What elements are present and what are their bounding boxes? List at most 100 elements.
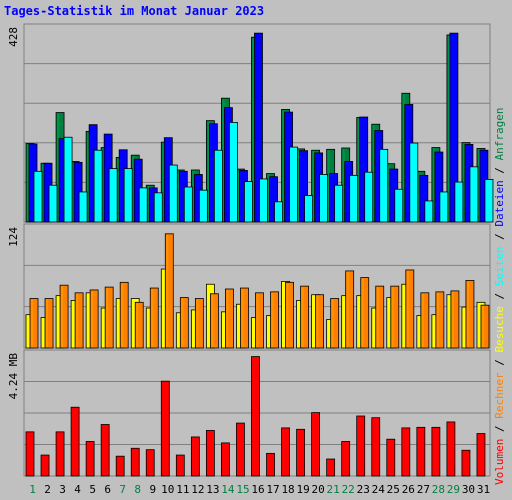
day-label-7: 7 [119, 483, 126, 496]
bar-highlight [376, 287, 379, 347]
bar-highlight [255, 34, 258, 222]
bar-rechner-day-23 [360, 277, 370, 349]
bar-highlight [165, 138, 168, 221]
legend-item: / [493, 353, 506, 373]
bar-highlight [215, 151, 218, 221]
bar-highlight [380, 150, 383, 221]
bar-rechner-day-27 [420, 292, 430, 349]
bar-rechner-day-26 [405, 269, 415, 349]
bar-highlight [372, 309, 375, 347]
bar-highlight [192, 170, 195, 221]
bar-highlight [192, 310, 195, 347]
bar-highlight [95, 151, 98, 221]
chart-title: Tages-Statistik im Monat Januar 2023 [4, 4, 264, 18]
bar-volumen-day-6 [100, 424, 110, 477]
bar-highlight [102, 309, 105, 347]
bar-highlight [312, 151, 315, 221]
bar-highlight [260, 179, 263, 221]
bar-highlight [327, 150, 330, 221]
bar-seiten-day-17 [274, 201, 283, 223]
bar-highlight [477, 434, 480, 475]
bar-highlight [372, 418, 375, 475]
bar-highlight [46, 299, 49, 347]
day-label-3: 3 [59, 483, 66, 496]
bar-rechner-day-12 [194, 298, 204, 349]
bar-rechner-day-5 [89, 289, 99, 349]
bar-rechner-day-15 [240, 287, 249, 349]
bar-highlight [61, 286, 64, 347]
bar-highlight [132, 449, 135, 475]
bar-highlight [177, 170, 180, 221]
day-label-1: 1 [29, 483, 36, 496]
bar-highlight [106, 288, 109, 347]
bar-volumen-day-9 [145, 449, 155, 477]
day-label-4: 4 [74, 483, 81, 496]
day-label-29: 29 [447, 483, 460, 496]
bar-highlight [447, 295, 450, 347]
bar-volumen-day-16 [251, 356, 260, 477]
bar-volumen-day-22 [341, 441, 351, 477]
bar-highlight [282, 282, 285, 347]
bar-highlight [147, 186, 150, 221]
bar-highlight [252, 357, 255, 475]
bar-seiten-day-9 [153, 192, 163, 223]
visits-panel: 124 [7, 223, 491, 349]
day-label-13: 13 [206, 483, 219, 496]
bar-seiten-day-14 [229, 122, 238, 223]
legend-item: Dateien [493, 180, 506, 226]
bar-seiten-day-15 [244, 181, 253, 223]
bar-rechner-day-19 [300, 285, 309, 349]
bar-highlight [155, 193, 158, 221]
bar-rechner-day-6 [104, 286, 114, 349]
bar-highlight [375, 131, 378, 221]
bar-highlight [252, 318, 255, 347]
bar-highlight [60, 139, 63, 221]
legend-item: Rechner [493, 372, 506, 419]
bar-rechner-day-25 [390, 285, 400, 349]
bar-volumen-day-3 [55, 431, 65, 477]
bar-highlight [417, 172, 420, 221]
bar-seiten-day-22 [349, 174, 359, 223]
bar-rechner-day-11 [179, 297, 189, 349]
bar-highlight [120, 150, 123, 221]
bar-highlight [87, 442, 90, 475]
bar-rechner-day-8 [134, 301, 144, 349]
bar-rechner-day-24 [375, 285, 385, 349]
bar-highlight [390, 170, 393, 221]
bar-dateien-day-28 [434, 151, 444, 223]
bar-highlight [35, 172, 37, 221]
bar-highlight [320, 175, 323, 221]
bar-seiten-day-10 [168, 164, 178, 223]
bar-highlight [372, 125, 375, 221]
bar-highlight [450, 34, 453, 222]
bar-seiten-day-13 [213, 149, 223, 223]
day-label-12: 12 [191, 483, 204, 496]
bar-highlight [50, 186, 53, 221]
day-label-2: 2 [44, 483, 51, 496]
day-label-15: 15 [236, 483, 249, 496]
day-label-30: 30 [462, 483, 475, 496]
bar-highlight [267, 316, 270, 347]
day-label-31: 31 [477, 483, 490, 496]
legend-item: / [493, 160, 506, 180]
day-label-6: 6 [104, 483, 111, 496]
bar-seiten-day-26 [409, 142, 419, 223]
bar-highlight [147, 309, 150, 347]
day-label-20: 20 [312, 483, 325, 496]
bar-highlight [195, 175, 198, 221]
bar-rechner-day-4 [74, 292, 84, 349]
volume-panel: 4.24 MB [7, 349, 491, 477]
bar-highlight [110, 169, 113, 221]
bar-seiten-day-24 [379, 148, 389, 223]
bar-highlight [391, 287, 394, 347]
day-label-27: 27 [417, 483, 430, 496]
bar-seiten-day-20 [319, 174, 329, 223]
legend-item: Anfragen [493, 107, 506, 160]
bar-rechner-day-18 [285, 281, 294, 349]
bar-highlight [162, 382, 165, 475]
bar-volumen-day-14 [221, 442, 230, 477]
bar-seiten-day-18 [289, 146, 298, 223]
bar-highlight [285, 113, 288, 221]
y-max-label: 428 [7, 27, 20, 47]
bar-highlight [75, 163, 78, 221]
